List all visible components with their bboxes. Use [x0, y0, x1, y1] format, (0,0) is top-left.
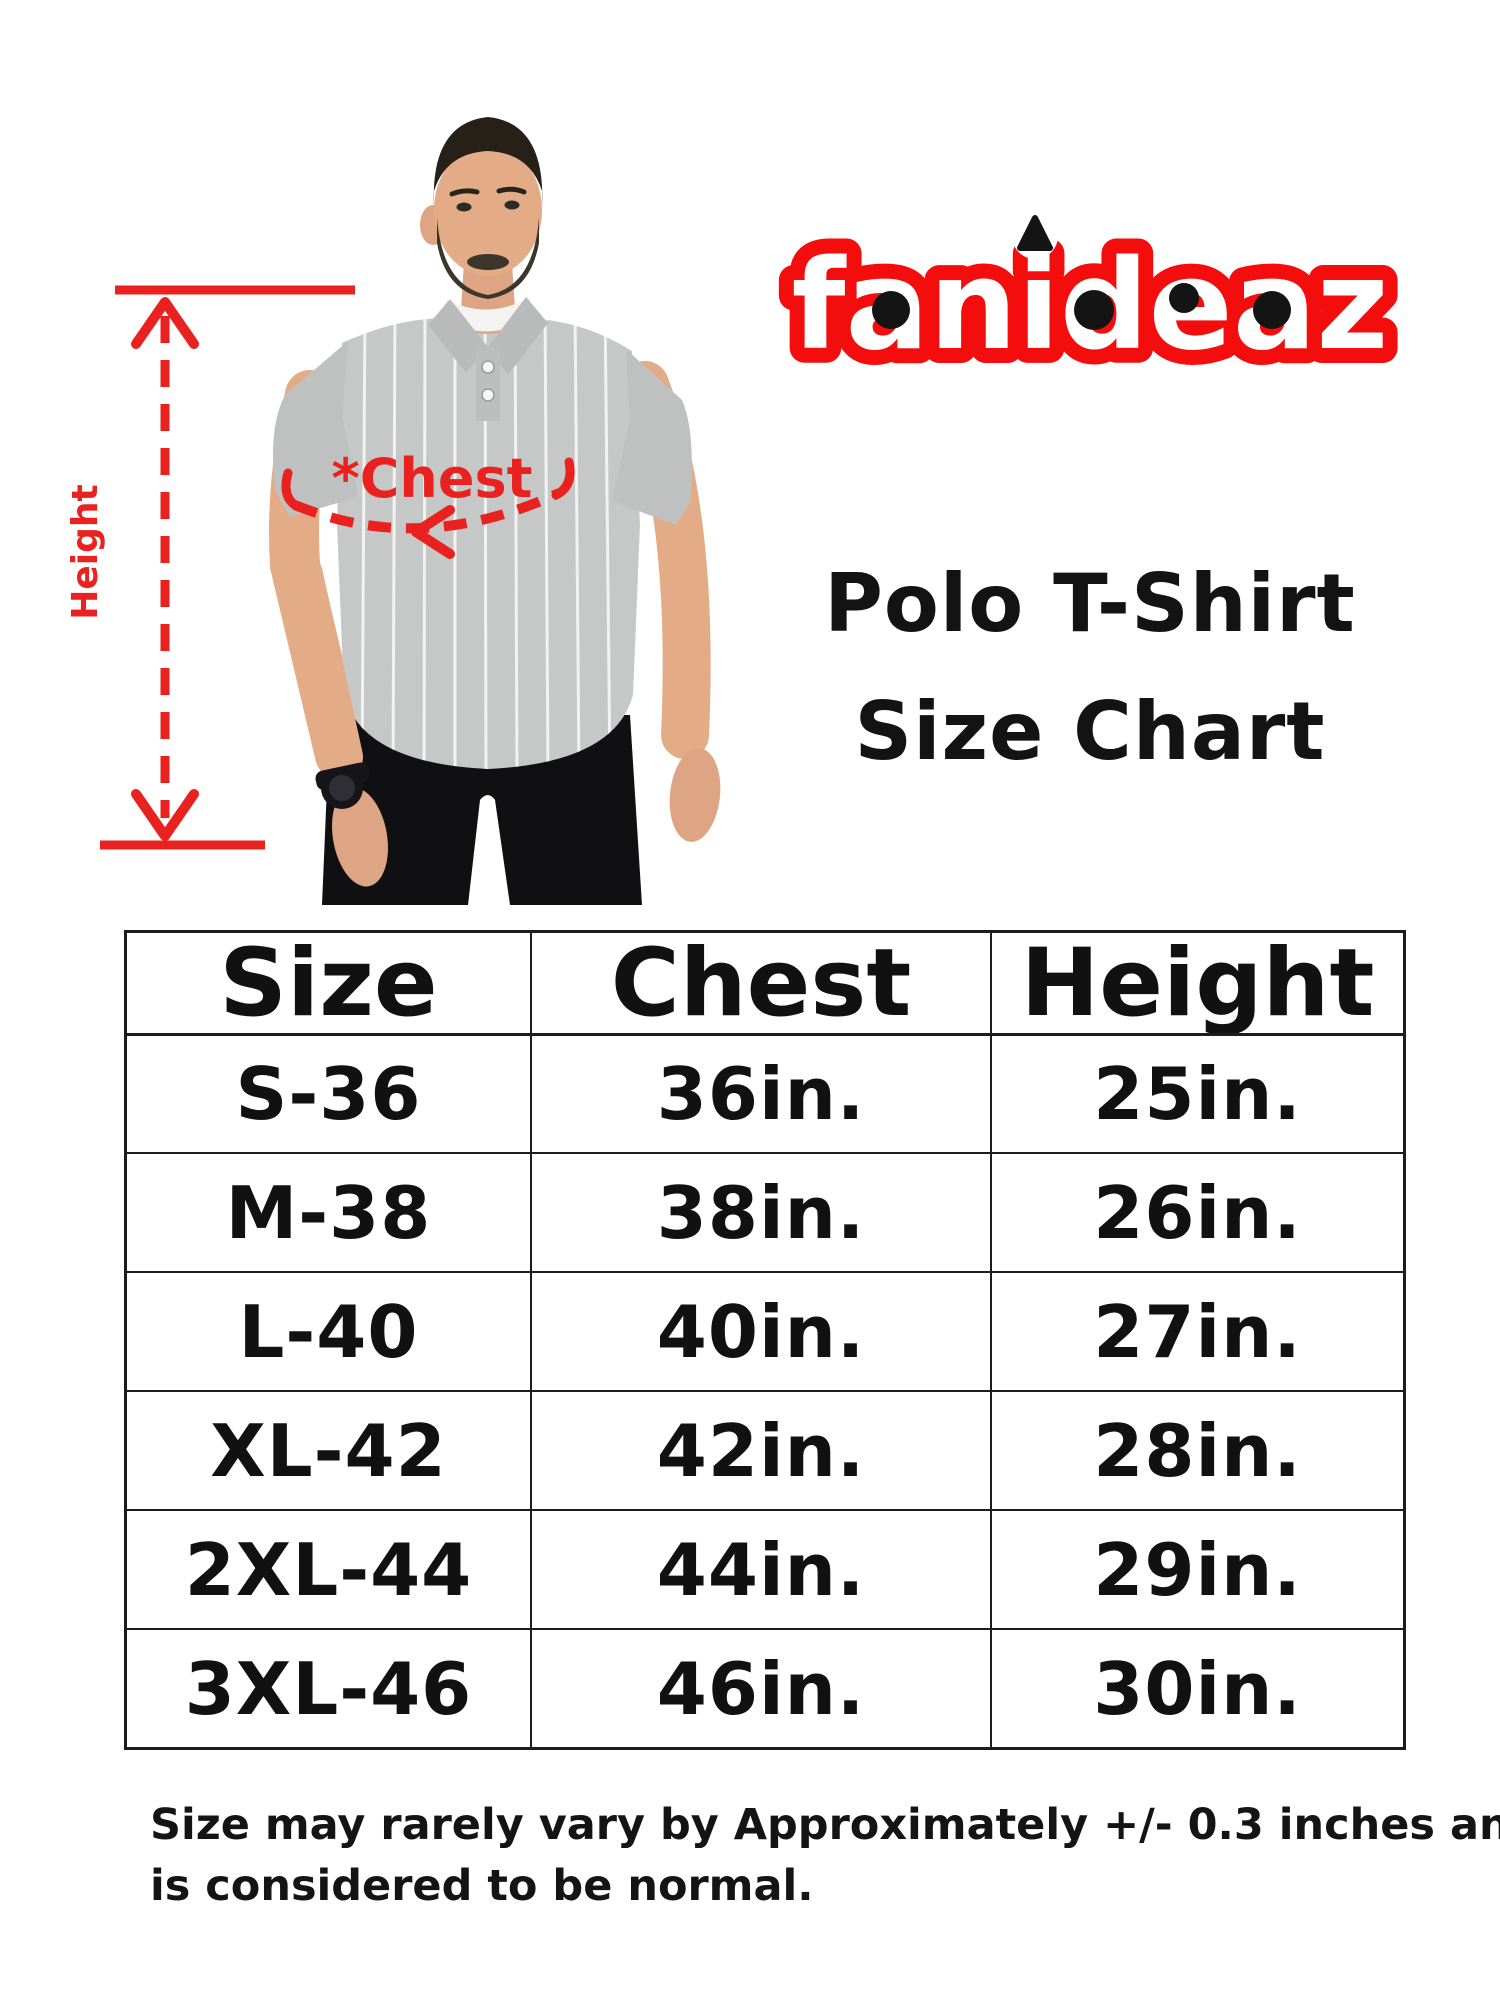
logo-letter-dot [1169, 283, 1199, 313]
chest-arc-left-hook [281, 468, 303, 512]
shirt-button [481, 360, 495, 374]
cell-chest: 44in. [530, 1511, 990, 1628]
table-row: 2XL-44 44in. 29in. [127, 1509, 1403, 1628]
chest-arrow-left-icon [411, 505, 455, 559]
model-eyebrow [449, 188, 480, 197]
model-mustache [467, 254, 509, 270]
note-line1: Size may rarely vary by Approximately +/… [150, 1800, 1500, 1850]
height-label: Height [65, 484, 106, 620]
cell-chest: 42in. [530, 1392, 990, 1509]
height-arrow-up-icon [131, 297, 199, 349]
cell-chest: 40in. [530, 1273, 990, 1390]
column-header-height: Height [990, 933, 1403, 1033]
cell-chest: 36in. [530, 1036, 990, 1152]
cell-size: M-38 [225, 1170, 432, 1255]
brand-logo: fanideaz [776, 213, 1404, 393]
polo-shirt [337, 317, 640, 769]
logo-i-dot-caret [1017, 215, 1053, 251]
chest-arc-right-hook [551, 457, 575, 500]
shirt-button [481, 388, 495, 402]
cell-height: 29in. [990, 1511, 1403, 1628]
measurement-annotations: Height *Chest [65, 285, 575, 850]
collar-flap [488, 297, 548, 375]
cell-size: XL-42 [210, 1408, 447, 1493]
cell-size: 3XL-46 [184, 1646, 473, 1731]
cell-size: 2XL-44 [184, 1527, 473, 1612]
model-hand [669, 748, 721, 842]
cell-height: 30in. [990, 1630, 1403, 1747]
collar-flap [428, 299, 488, 373]
logo-letter-dot [1253, 291, 1291, 329]
size-chart-table: Size Chest Height S-36 36in. 25in. M-38 … [124, 930, 1406, 1750]
page-title: Polo T-Shirt Size Chart [750, 540, 1430, 796]
table-row: M-38 38in. 26in. [127, 1152, 1403, 1271]
page-title-line1: Polo T-Shirt [824, 557, 1356, 650]
table-header-row: Size Chest Height [127, 933, 1403, 1033]
cell-height: 28in. [990, 1392, 1403, 1509]
note-line2: is considered to be normal. [150, 1861, 814, 1911]
cell-chest: 38in. [530, 1154, 990, 1271]
model-eye [504, 200, 520, 210]
model-hair [433, 117, 543, 207]
chest-label: *Chest [332, 447, 533, 510]
shirt-sleeve [612, 349, 692, 525]
table-row: 3XL-46 46in. 30in. [127, 1628, 1403, 1747]
model-hand [332, 787, 388, 887]
column-header-chest: Chest [530, 933, 990, 1033]
model-photo [269, 117, 721, 905]
shirt-pinstripes [360, 317, 612, 769]
cell-size: S-36 [235, 1052, 422, 1136]
table-row: S-36 36in. 25in. [127, 1033, 1403, 1152]
model-forearm [277, 552, 363, 780]
model-eye [456, 202, 472, 212]
shirt-sleeve [272, 341, 358, 517]
button-placket [476, 347, 500, 421]
logo-letter-dot [872, 291, 910, 329]
height-arrow-down-icon [131, 789, 199, 841]
page-title-line2: Size Chart [854, 685, 1326, 778]
table-row: L-40 40in. 27in. [127, 1271, 1403, 1390]
logo-letter-dot [1074, 290, 1114, 330]
watch-dial [329, 775, 355, 801]
cell-size: L-40 [238, 1289, 419, 1374]
model-face [434, 144, 542, 276]
column-header-size: Size [219, 933, 438, 1033]
model-shorts [322, 715, 642, 905]
size-variance-note: Size may rarely vary by Approximately +/… [150, 1795, 1500, 1917]
model-eyebrow [496, 186, 527, 195]
cell-height: 26in. [990, 1154, 1403, 1271]
cell-height: 25in. [990, 1036, 1403, 1152]
cell-height: 27in. [990, 1273, 1403, 1390]
table-row: XL-42 42in. 28in. [127, 1390, 1403, 1509]
cell-chest: 46in. [530, 1630, 990, 1747]
